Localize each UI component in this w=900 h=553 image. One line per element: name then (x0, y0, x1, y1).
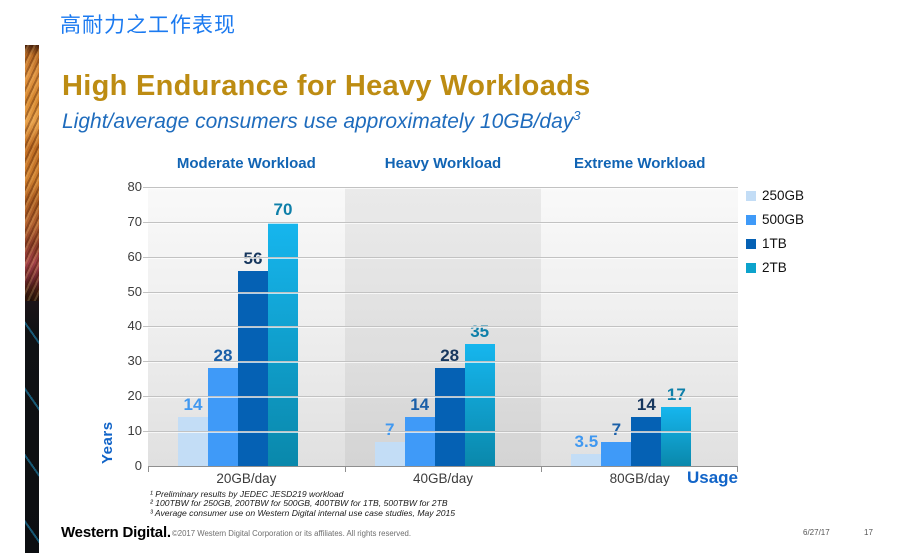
accent-strip-dark-texture (25, 301, 39, 553)
bar-1tb: 14 (631, 395, 662, 466)
y-tick-label: 10 (127, 423, 142, 438)
legend-swatch-icon (746, 190, 756, 201)
bar-value-label: 14 (183, 395, 203, 414)
subtitle-superscript: 3 (573, 108, 581, 123)
x-tick-mark (736, 467, 738, 472)
x-axis-category-labels: 20GB/day 40GB/day 80GB/day (148, 471, 738, 486)
bar-group: 14 28 56 70 (148, 187, 345, 466)
legend-item: 1TB (746, 236, 804, 251)
y-tick-label: 0 (134, 458, 142, 473)
footnote-2: ² 100TBW for 250GB, 200TBW for 500GB, 40… (150, 498, 448, 509)
y-tick-label: 70 (127, 214, 142, 229)
gridline (143, 431, 738, 432)
bar-value-label: 28 (213, 346, 233, 365)
bar-cluster: 7 14 28 35 (374, 322, 495, 466)
chinese-title: 高耐力之工作表现 (60, 14, 236, 37)
bar-500gb: 14 (404, 395, 435, 466)
y-tick-label: 20 (127, 388, 142, 403)
subtitle-text: Light/average consumers use approximatel… (62, 110, 574, 133)
bar-value-label: 17 (666, 385, 686, 404)
bar-value-label: 3.5 (574, 432, 599, 451)
slide-title: High Endurance for Heavy Workloads (62, 70, 591, 102)
bar-1tb: 28 (434, 346, 465, 466)
y-tick-label: 30 (127, 353, 142, 368)
y-axis-title: Years (99, 421, 116, 464)
bar-500gb: 7 (601, 420, 632, 466)
gridline (143, 396, 738, 397)
bar-250gb: 7 (374, 420, 405, 466)
bar-value-label: 7 (384, 420, 395, 439)
bar-value-label: 7 (611, 420, 622, 439)
bar-2tb: 17 (661, 385, 692, 466)
group-header: Moderate Workload (176, 155, 316, 172)
legend-label: 250GB (762, 188, 805, 203)
x-category-label: 20GB/day (216, 471, 277, 486)
footnotes: ¹ Preliminary results by JEDEC JESD219 w… (150, 489, 456, 518)
bar-group: 3.5 7 14 17 (541, 187, 738, 466)
bar-cluster: 14 28 56 70 (178, 200, 298, 466)
bar-cluster: 3.5 7 14 17 (571, 385, 692, 466)
gridline (143, 257, 738, 258)
legend-label: 500GB (762, 212, 805, 227)
footer-page-number: 17 (864, 528, 873, 537)
footer-copyright: ©2017 Western Digital Corporation or its… (172, 529, 412, 538)
group-header: Extreme Workload (573, 155, 706, 172)
gridline (143, 361, 738, 362)
legend-item: 500GB (746, 212, 804, 227)
x-category-label: 40GB/day (412, 471, 474, 486)
x-category-label: 80GB/day (609, 471, 670, 486)
bar-value-label: 14 (636, 395, 656, 414)
legend-swatch-icon (746, 238, 756, 249)
x-axis-title: Usage (686, 468, 738, 487)
gridline (143, 222, 738, 223)
plot-area: 14 28 56 70 7 14 28 35 3.5 7 14 17 (143, 187, 738, 467)
x-tick-mark (148, 467, 149, 472)
western-digital-logo: Western Digital. (61, 524, 171, 541)
footnote-3: ³ Average consumer use on Western Digita… (150, 507, 456, 518)
workload-group-headers: Moderate Workload Heavy Workload Extreme W… (148, 155, 738, 172)
accent-strip-orange-texture (25, 45, 39, 301)
slide-accent-strip (25, 45, 39, 553)
legend-item: 250GB (746, 188, 804, 203)
footnote-1: ¹ Preliminary results by JEDEC JESD219 w… (150, 489, 344, 499)
group-header: Heavy Workload (384, 155, 502, 172)
bar-1tb: 56 (238, 249, 268, 466)
bar-500gb: 28 (208, 346, 238, 466)
bar-2tb: 70 (268, 200, 298, 466)
y-tick-label: 50 (127, 284, 142, 299)
bar-250gb: 14 (178, 395, 208, 466)
slide-subtitle: Light/average consumers use approximatel… (62, 108, 581, 134)
y-tick-label: 60 (127, 249, 142, 264)
legend-swatch-icon (746, 214, 756, 225)
legend-label: 1TB (762, 236, 787, 251)
gridline (143, 187, 738, 188)
bar-value-label: 28 (440, 346, 460, 365)
gridline (143, 292, 738, 293)
gridline (143, 326, 738, 327)
y-tick-label: 80 (127, 179, 142, 194)
x-tick-mark (541, 467, 543, 472)
x-tick-mark (344, 467, 346, 472)
chart-legend: 250GB 500GB 1TB 2TB (746, 188, 804, 284)
bar-value-label: 14 (410, 395, 430, 414)
bar-groups: 14 28 56 70 7 14 28 35 3.5 7 14 17 (148, 187, 738, 466)
bar-2tb: 35 (464, 322, 495, 466)
legend-label: 2TB (762, 260, 787, 275)
x-axis-tick-marks (148, 467, 738, 472)
bar-value-label: 70 (273, 200, 293, 219)
legend-swatch-icon (746, 262, 756, 273)
bar-value-label: 35 (470, 322, 490, 341)
y-tick-label: 40 (127, 318, 142, 333)
bar-250gb: 3.5 (571, 432, 602, 466)
bar-value-label: 56 (243, 249, 263, 268)
footer-date: 6/27/17 (803, 528, 830, 537)
y-axis-tick-labels: 0 10 20 30 40 50 60 70 80 (110, 179, 142, 473)
legend-item: 2TB (746, 260, 804, 275)
